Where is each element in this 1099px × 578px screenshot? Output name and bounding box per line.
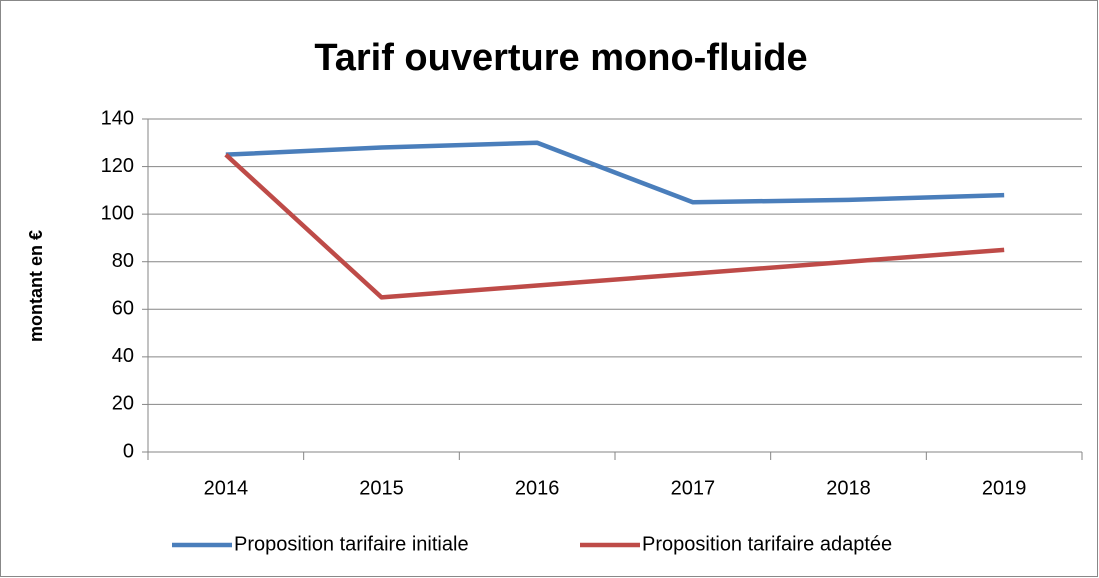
y-tick-label: 40 [112,345,134,367]
x-tick-label: 2018 [826,477,871,499]
y-tick-label: 20 [112,393,134,415]
y-tick-label: 80 [112,250,134,272]
series-line [225,140,1005,205]
x-tick-label: 2019 [982,477,1027,499]
x-tick-label: 2017 [671,477,716,499]
legend-label: Proposition tarifaire initiale [234,533,469,555]
x-tick-label: 2014 [204,477,249,499]
chart-title: Tarif ouverture mono-fluide [314,37,807,79]
y-tick-label: 120 [101,155,134,177]
y-tick-label: 140 [101,107,134,129]
legend-label: Proposition tarifaire adaptée [642,533,892,555]
series-line [224,153,1005,300]
y-tick-label: 60 [112,298,134,320]
y-axis-label: montant en € [26,230,46,342]
x-tick-label: 2016 [515,477,560,499]
y-tick-label: 0 [123,440,134,462]
x-tick-label: 2015 [359,477,404,499]
y-tick-label: 100 [101,202,134,224]
